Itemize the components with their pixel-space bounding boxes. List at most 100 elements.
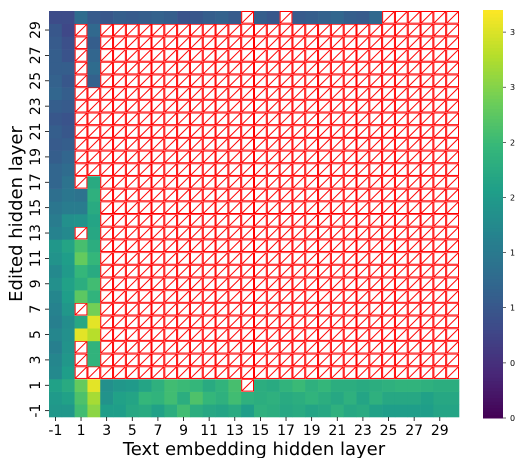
masked-cell-border [446, 137, 460, 151]
masked-cell-hatch [215, 87, 229, 100]
masked-cell-border [369, 239, 383, 253]
masked-cell-border [330, 23, 344, 37]
masked-cell-hatch [382, 366, 395, 379]
masked-cell-hatch [100, 138, 113, 151]
masked-cell-hatch [420, 74, 434, 87]
masked-cell-hatch [420, 201, 434, 214]
masked-cell-hatch [254, 353, 267, 367]
masked-cell-border [446, 87, 460, 100]
heatmap-cell [446, 378, 460, 392]
masked-cell-hatch [266, 150, 280, 164]
masked-cell-border [356, 188, 370, 202]
heatmap-cell [138, 11, 152, 24]
masked-cell-border [446, 23, 460, 37]
heatmap-cell [254, 378, 268, 392]
masked-cell-border [100, 239, 114, 253]
masked-cell-border [87, 137, 101, 151]
masked-cell-hatch [164, 315, 177, 329]
masked-cell-hatch [164, 290, 177, 303]
heatmap-cell [228, 404, 242, 418]
masked-cell-border [407, 239, 421, 253]
masked-cell-hatch [331, 302, 344, 316]
masked-cell-border [266, 99, 280, 113]
masked-cell-border [125, 163, 139, 176]
masked-cell-border [189, 188, 203, 202]
masked-cell-hatch [356, 201, 370, 214]
masked-cell-hatch [74, 302, 88, 316]
masked-cell-border [100, 188, 114, 202]
masked-cell-border [189, 366, 203, 379]
masked-cell-hatch [126, 239, 139, 252]
masked-cell-hatch [382, 49, 395, 62]
heatmap-cell [61, 11, 75, 24]
masked-cell-border [100, 87, 114, 100]
masked-cell-hatch [292, 163, 306, 176]
masked-cell-hatch [126, 214, 139, 227]
masked-cell-border [305, 87, 319, 100]
heatmap-cell [369, 378, 383, 392]
masked-cell-border [189, 328, 203, 341]
masked-cell-border [215, 302, 229, 316]
heatmap-cell [61, 137, 75, 151]
heatmap-cell [49, 74, 63, 88]
heatmap-cell [61, 239, 75, 253]
masked-cell-border [394, 87, 408, 100]
heatmap-cell [292, 391, 306, 405]
masked-cell-border [420, 315, 434, 329]
masked-cell-border [113, 315, 126, 329]
masked-cell-hatch [100, 176, 113, 189]
masked-cell-hatch [292, 23, 306, 37]
masked-cell-hatch [395, 112, 408, 126]
heatmap-cell [61, 366, 75, 380]
masked-cell-hatch [292, 36, 306, 49]
heatmap-cell [74, 188, 88, 202]
masked-cell-hatch [382, 315, 395, 329]
masked-cell-hatch [395, 188, 408, 202]
masked-cell-border [202, 366, 216, 379]
masked-cell-hatch [331, 226, 344, 240]
masked-cell-hatch [369, 188, 382, 202]
masked-cell-border [292, 23, 306, 37]
masked-cell-border [343, 188, 357, 202]
heatmap-cell [292, 404, 306, 418]
heatmap-cell [61, 125, 75, 139]
masked-cell-hatch [356, 87, 370, 100]
colorbar-segment [483, 105, 503, 110]
masked-cell-hatch [318, 328, 331, 341]
masked-cell-hatch [446, 138, 459, 151]
masked-cell-border [343, 49, 357, 62]
masked-cell-hatch [433, 87, 447, 100]
masked-cell-border [433, 49, 447, 62]
masked-cell-hatch [369, 36, 382, 49]
masked-cell-hatch [126, 176, 139, 189]
masked-cell-hatch [279, 163, 293, 176]
masked-cell-hatch [356, 239, 370, 252]
masked-cell-border [241, 328, 255, 341]
masked-cell-hatch [446, 214, 459, 227]
masked-cell-border [369, 87, 383, 100]
masked-cell-border [318, 264, 331, 278]
masked-cell-hatch [305, 176, 318, 189]
masked-cell-border [369, 137, 383, 151]
masked-cell-border [215, 290, 229, 303]
masked-cell-border [164, 366, 178, 379]
masked-cell-border [241, 201, 255, 214]
masked-cell-hatch [382, 201, 395, 214]
masked-cell-border [305, 137, 319, 151]
masked-cell-border [138, 302, 152, 316]
masked-cell-hatch [164, 353, 177, 367]
masked-cell-border [433, 175, 447, 189]
masked-cell-border [254, 112, 267, 126]
masked-cell-border [305, 328, 319, 341]
heatmap-cells [49, 11, 460, 418]
masked-cell-border [318, 188, 331, 202]
masked-cell-border [292, 61, 306, 75]
masked-cell-hatch [305, 302, 318, 316]
heatmap-cell [202, 378, 216, 392]
masked-cell-hatch [331, 201, 344, 214]
colorbar-segment [483, 299, 503, 303]
masked-cell-border [177, 163, 190, 176]
masked-cell-hatch [190, 61, 203, 75]
masked-cell-hatch [151, 328, 165, 341]
masked-cell-hatch [202, 252, 216, 265]
